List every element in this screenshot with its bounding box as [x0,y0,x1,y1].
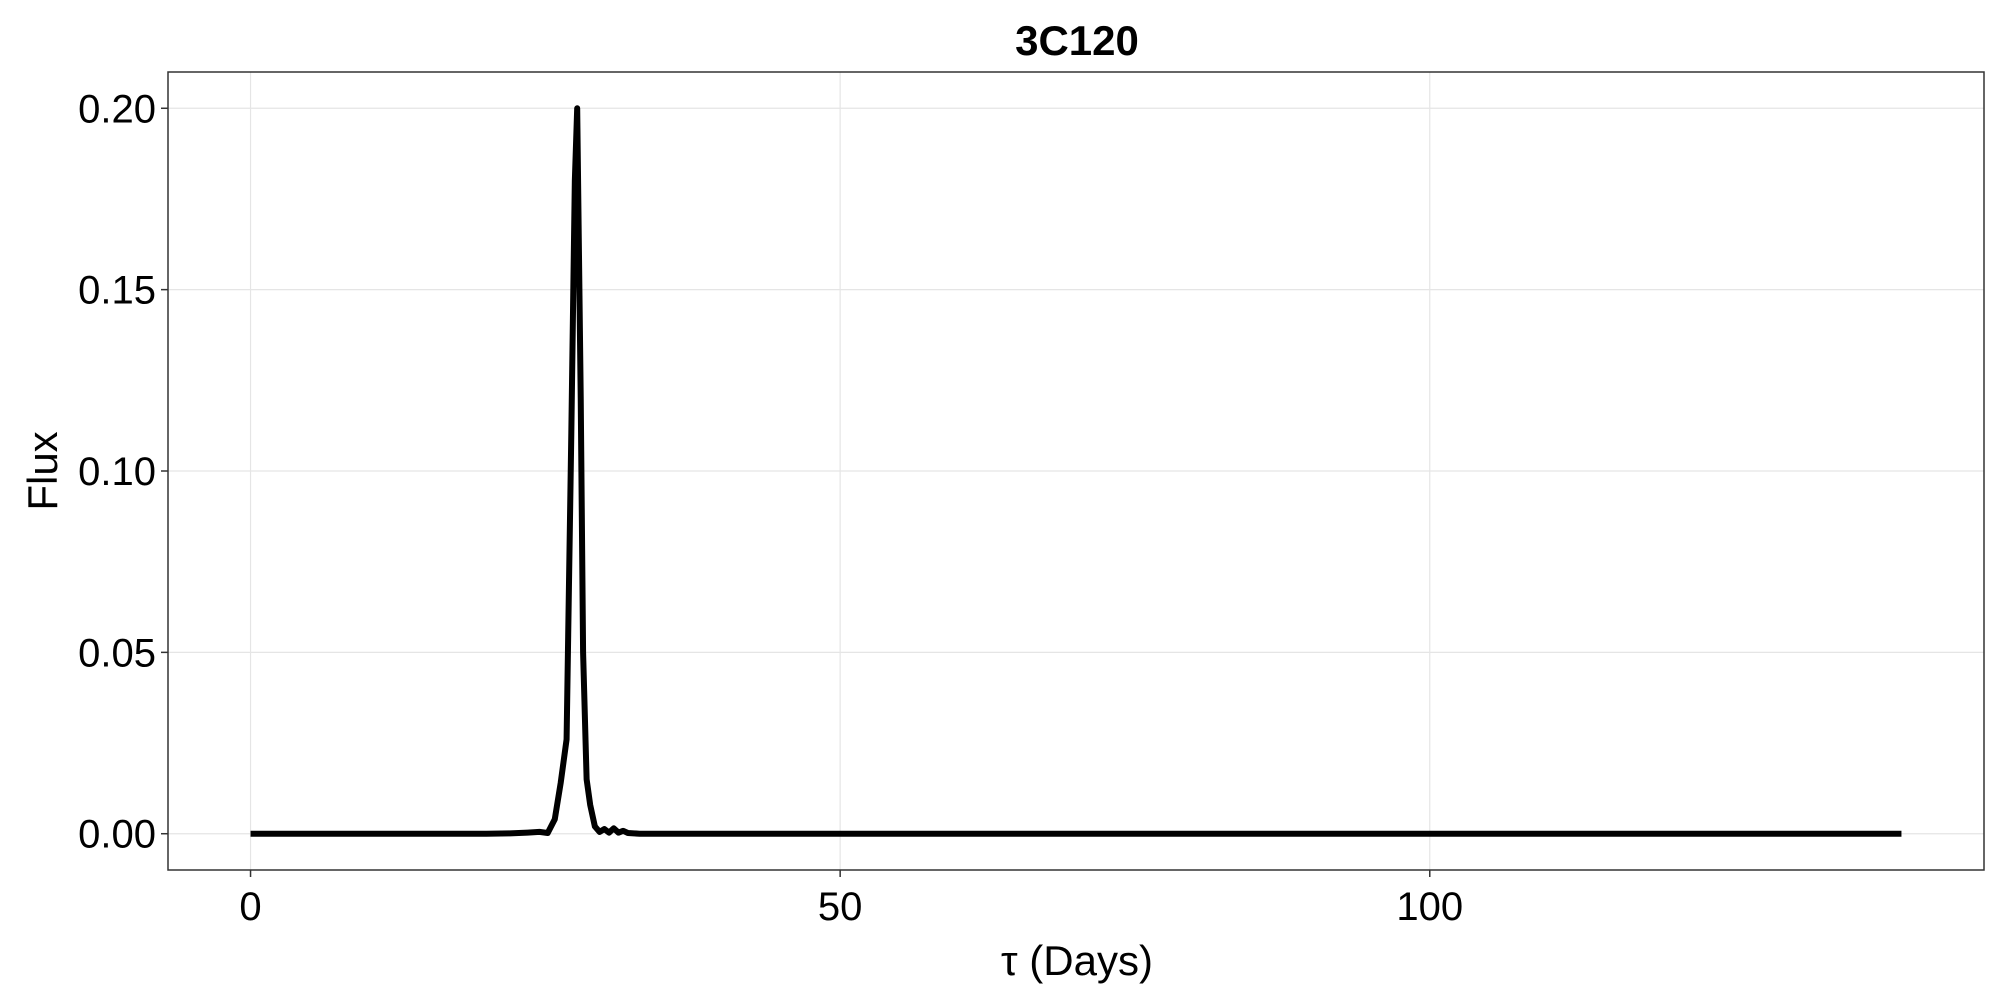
x-tick-label: 100 [1396,885,1463,929]
y-tick-label: 0.20 [78,87,156,131]
grid-lines [168,72,1984,870]
series-line [250,105,1902,837]
y-tick-label: 0.05 [78,631,156,675]
y-tick-label: 0.10 [78,450,156,494]
x-axis: 0 50 100 [239,870,1463,929]
x-axis-title: τ (Days) [1001,937,1153,984]
y-tick-label: 0.00 [78,813,156,857]
y-axis-title: Flux [19,431,66,510]
y-axis: 0.00 0.05 0.10 0.15 0.20 [78,87,168,857]
series-layer [250,105,1902,837]
chart-title: 3C120 [1015,17,1139,64]
x-tick-label: 0 [239,885,261,929]
y-tick-label: 0.15 [78,269,156,313]
x-tick-label: 50 [818,885,863,929]
